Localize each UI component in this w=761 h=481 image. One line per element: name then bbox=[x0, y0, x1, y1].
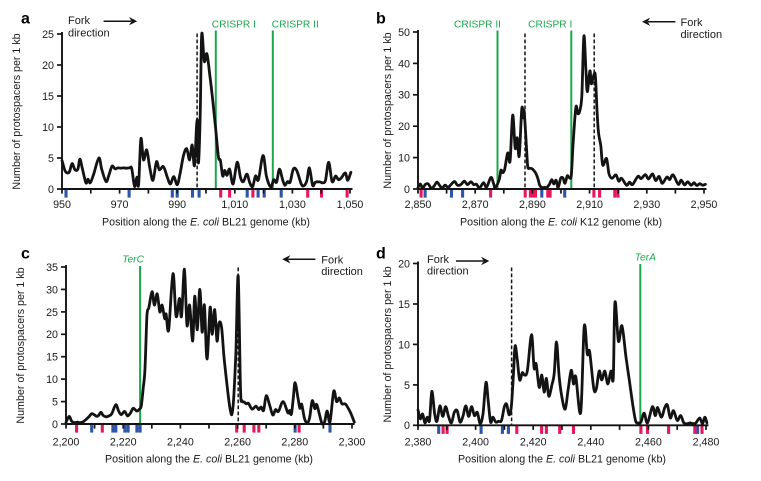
svg-text:2,480: 2,480 bbox=[693, 437, 720, 449]
svg-text:10: 10 bbox=[46, 374, 58, 386]
svg-text:CRISPR I: CRISPR I bbox=[212, 19, 256, 30]
svg-text:2,200: 2,200 bbox=[53, 437, 80, 449]
svg-text:20: 20 bbox=[46, 329, 58, 341]
svg-text:1,050: 1,050 bbox=[337, 199, 364, 211]
svg-text:0: 0 bbox=[404, 420, 410, 432]
svg-text:1,030: 1,030 bbox=[279, 199, 306, 211]
svg-text:TerA: TerA bbox=[635, 253, 656, 264]
svg-text:0: 0 bbox=[52, 419, 58, 431]
svg-text:Position along the E. coli BL2: Position along the E. coli BL21 genome (… bbox=[105, 454, 313, 466]
svg-text:35: 35 bbox=[46, 262, 58, 274]
svg-text:2,460: 2,460 bbox=[635, 437, 662, 449]
svg-text:direction: direction bbox=[321, 266, 363, 278]
svg-text:2,280: 2,280 bbox=[281, 437, 308, 449]
svg-text:c: c bbox=[21, 246, 30, 263]
svg-text:direction: direction bbox=[68, 28, 110, 40]
svg-text:Number of protospacers per 1 k: Number of protospacers per 1 kb bbox=[382, 32, 394, 188]
svg-text:50: 50 bbox=[398, 27, 410, 39]
svg-text:direction: direction bbox=[681, 29, 723, 41]
svg-text:2,440: 2,440 bbox=[577, 437, 604, 449]
svg-text:Number of protospacers per 1 k: Number of protospacers per 1 kb bbox=[382, 266, 394, 422]
svg-text:Position along the E. coli BL2: Position along the E. coli BL21 genome (… bbox=[458, 454, 666, 466]
svg-text:CRISPR II: CRISPR II bbox=[454, 19, 501, 30]
svg-text:30: 30 bbox=[398, 90, 410, 102]
svg-text:20: 20 bbox=[398, 258, 410, 270]
svg-text:0: 0 bbox=[48, 184, 54, 196]
svg-text:15: 15 bbox=[42, 91, 54, 103]
svg-text:10: 10 bbox=[398, 153, 410, 165]
svg-text:2,420: 2,420 bbox=[520, 437, 547, 449]
svg-text:d: d bbox=[376, 246, 386, 263]
svg-text:10: 10 bbox=[398, 339, 410, 351]
svg-text:990: 990 bbox=[168, 199, 186, 211]
svg-text:25: 25 bbox=[46, 307, 58, 319]
svg-text:15: 15 bbox=[46, 352, 58, 364]
svg-text:2,260: 2,260 bbox=[224, 437, 251, 449]
svg-text:2,850: 2,850 bbox=[405, 199, 432, 211]
svg-text:30: 30 bbox=[46, 284, 58, 296]
svg-text:CRISPR I: CRISPR I bbox=[528, 19, 572, 30]
svg-text:1,010: 1,010 bbox=[221, 199, 248, 211]
svg-text:2,950: 2,950 bbox=[691, 199, 718, 211]
svg-text:0: 0 bbox=[404, 184, 410, 196]
svg-text:Fork: Fork bbox=[68, 15, 91, 27]
svg-text:2,240: 2,240 bbox=[167, 437, 194, 449]
svg-text:2,910: 2,910 bbox=[576, 199, 603, 211]
svg-text:2,220: 2,220 bbox=[110, 437, 137, 449]
svg-text:2,890: 2,890 bbox=[519, 199, 546, 211]
svg-text:2,930: 2,930 bbox=[633, 199, 660, 211]
svg-text:970: 970 bbox=[111, 199, 129, 211]
svg-text:Number of protospacers per 1 k: Number of protospacers per 1 kb bbox=[11, 33, 23, 189]
svg-text:Fork: Fork bbox=[681, 17, 704, 29]
svg-text:2,380: 2,380 bbox=[405, 437, 432, 449]
svg-text:Position along the E. coli BL2: Position along the E. coli BL21 genome (… bbox=[102, 217, 310, 229]
svg-text:5: 5 bbox=[48, 153, 54, 165]
svg-text:Number of protospacers per 1 k: Number of protospacers per 1 kb bbox=[15, 267, 27, 423]
svg-text:2,300: 2,300 bbox=[339, 437, 366, 449]
svg-text:Fork: Fork bbox=[427, 254, 450, 266]
svg-text:15: 15 bbox=[398, 299, 410, 311]
svg-text:Position along the E. coli K12: Position along the E. coli K12 genome (k… bbox=[460, 217, 662, 229]
svg-text:direction: direction bbox=[427, 266, 469, 278]
svg-text:10: 10 bbox=[42, 122, 54, 134]
svg-text:40: 40 bbox=[398, 58, 410, 70]
svg-text:5: 5 bbox=[52, 397, 58, 409]
svg-text:20: 20 bbox=[42, 60, 54, 72]
svg-text:2,870: 2,870 bbox=[462, 199, 489, 211]
svg-text:2,400: 2,400 bbox=[462, 437, 489, 449]
svg-text:b: b bbox=[376, 11, 386, 28]
svg-text:25: 25 bbox=[42, 29, 54, 41]
svg-text:950: 950 bbox=[53, 199, 71, 211]
svg-text:20: 20 bbox=[398, 121, 410, 133]
svg-text:Fork: Fork bbox=[321, 255, 344, 267]
svg-text:CRISPR II: CRISPR II bbox=[272, 19, 319, 30]
svg-text:a: a bbox=[21, 11, 30, 28]
svg-text:TerC: TerC bbox=[122, 255, 144, 266]
svg-text:5: 5 bbox=[404, 380, 410, 392]
